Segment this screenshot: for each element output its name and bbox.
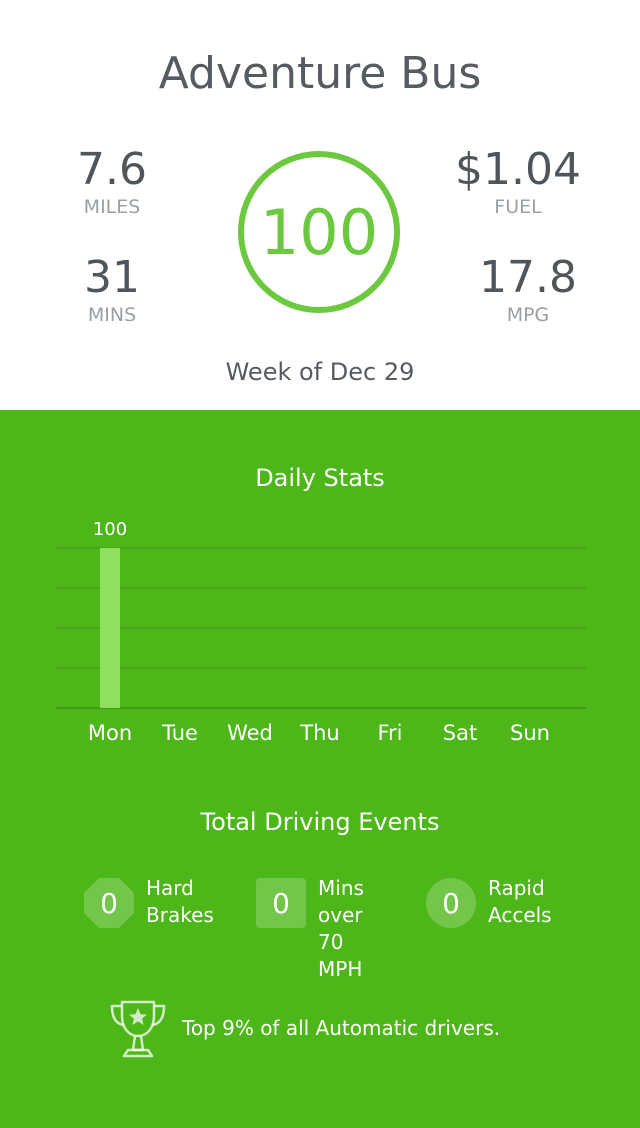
square-badge-icon: 0: [256, 878, 306, 928]
chart-tick-label: Sun: [510, 721, 550, 745]
fuel-label: FUEL: [494, 196, 542, 218]
circle-badge-icon: 0: [426, 878, 476, 928]
chart-tick-label: Thu: [299, 721, 339, 745]
mpg-value: 17.8: [479, 252, 577, 303]
chart-tick-label: Sat: [443, 721, 477, 745]
octagon-badge-icon: 0: [84, 878, 134, 928]
mpg-label: MPG: [506, 304, 550, 326]
chart-tick-label: Tue: [161, 721, 198, 745]
hard-brakes-label: Hard Brakes: [146, 876, 214, 927]
miles-value: 7.6: [77, 144, 147, 195]
driving-events-title: Total Driving Events: [200, 808, 440, 836]
mpg-stat: 17.8 MPG: [458, 252, 598, 327]
week-label[interactable]: Week of Dec 29: [225, 358, 415, 386]
daily-stats-chart: 100 Mon Tue Wed Thu Fri Sat Sun: [56, 519, 586, 745]
mins-stat: 31 MINS: [42, 252, 182, 327]
trophy-icon: [108, 998, 168, 1064]
speeding-label: Mins over 70 MPH: [318, 876, 364, 981]
mins-label: MINS: [87, 304, 137, 326]
mins-value: 31: [84, 252, 140, 303]
chart-bar-mon[interactable]: [100, 548, 120, 708]
drive-score-value: 100: [259, 195, 379, 269]
chart-data-label: 100: [93, 519, 127, 540]
rapid-accels-label: Rapid Accels: [488, 876, 552, 927]
rapid-accels-count: 0: [442, 886, 460, 920]
daily-stats-title: Daily Stats: [255, 464, 385, 492]
summary-panel: Adventure Bus 7.6 MILES 31 MINS $1.04 FU…: [0, 0, 640, 410]
chart-tick-label: Fri: [377, 721, 402, 745]
hard-brakes-count: 0: [100, 886, 118, 920]
achievement-text: Top 9% of all Automatic drivers.: [182, 1016, 501, 1040]
fuel-value: $1.04: [455, 144, 581, 195]
vehicle-title: Adventure Bus: [158, 48, 482, 99]
speeding-count: 0: [272, 886, 290, 920]
driving-events-row: 0 Hard Brakes 0 Mins over 70 MPH 0 Rapid…: [0, 868, 640, 981]
achievement-row: Top 9% of all Automatic drivers.: [0, 998, 640, 1062]
chart-tick-label: Wed: [227, 721, 273, 745]
miles-stat: 7.6 MILES: [42, 144, 182, 219]
weekly-details-panel: Daily Stats 100 Mon Tue Wed Thu Fri Sat Sun Tot…: [0, 410, 640, 1128]
drive-score-ring[interactable]: 100: [238, 151, 400, 313]
chart-tick-label: Mon: [88, 721, 132, 745]
miles-label: MILES: [83, 196, 141, 218]
fuel-stat: $1.04 FUEL: [448, 144, 588, 219]
